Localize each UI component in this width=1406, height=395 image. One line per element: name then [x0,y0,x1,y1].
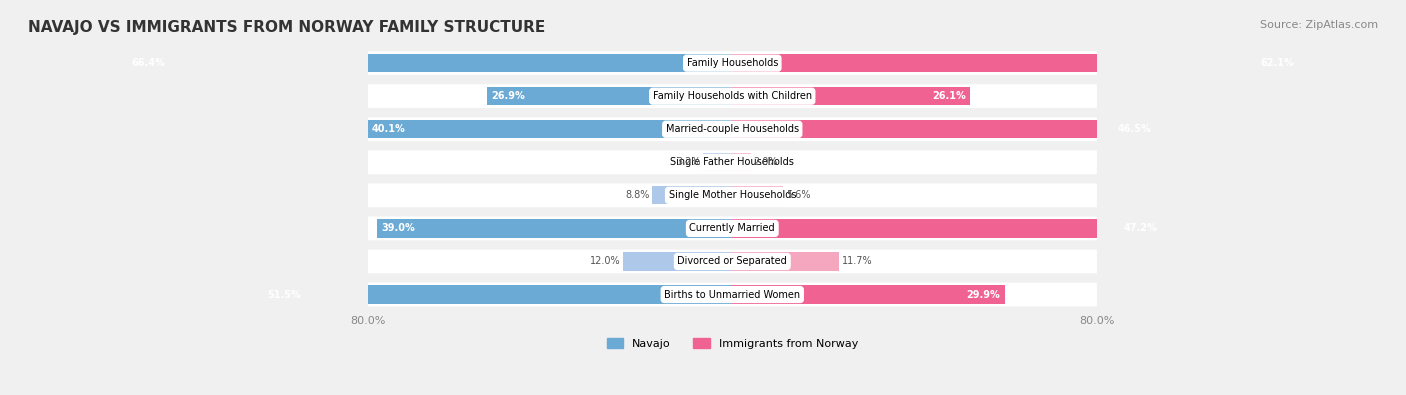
Bar [733,219,1163,237]
Text: 62.1%: 62.1% [1260,58,1294,68]
Bar [486,87,733,105]
Bar [652,186,733,205]
Bar [623,252,733,271]
Text: 39.0%: 39.0% [381,224,415,233]
FancyBboxPatch shape [368,250,1097,273]
Bar [733,186,783,205]
Text: Married-couple Households: Married-couple Households [665,124,799,134]
Bar [703,153,733,171]
Bar [733,252,839,271]
Text: 12.0%: 12.0% [589,256,620,267]
Bar [733,286,1005,304]
Text: Divorced or Separated: Divorced or Separated [678,256,787,267]
Bar [263,286,733,304]
Text: 51.5%: 51.5% [267,290,301,299]
Bar [377,219,733,237]
FancyBboxPatch shape [368,51,1097,75]
Text: Family Households: Family Households [686,58,778,68]
FancyBboxPatch shape [368,117,1097,141]
Text: 66.4%: 66.4% [132,58,166,68]
FancyBboxPatch shape [368,283,1097,307]
FancyBboxPatch shape [368,216,1097,240]
FancyBboxPatch shape [368,84,1097,108]
Text: 47.2%: 47.2% [1125,224,1159,233]
Text: Single Mother Households: Single Mother Households [668,190,796,200]
Text: 29.9%: 29.9% [966,290,1000,299]
Text: Source: ZipAtlas.com: Source: ZipAtlas.com [1260,20,1378,30]
Text: 40.1%: 40.1% [371,124,405,134]
Bar [127,54,733,72]
Text: 26.9%: 26.9% [492,91,526,101]
Text: Births to Unmarried Women: Births to Unmarried Women [664,290,800,299]
Text: 2.0%: 2.0% [754,157,778,167]
Bar [733,120,1156,138]
Legend: Navajo, Immigrants from Norway: Navajo, Immigrants from Norway [602,333,862,353]
Bar [367,120,733,138]
Bar [733,54,1298,72]
Text: 8.8%: 8.8% [626,190,650,200]
FancyBboxPatch shape [368,183,1097,207]
Bar [733,87,970,105]
Text: 3.2%: 3.2% [676,157,700,167]
Text: Currently Married: Currently Married [689,224,775,233]
FancyBboxPatch shape [368,150,1097,174]
Text: Family Households with Children: Family Households with Children [652,91,811,101]
Text: 26.1%: 26.1% [932,91,966,101]
Text: NAVAJO VS IMMIGRANTS FROM NORWAY FAMILY STRUCTURE: NAVAJO VS IMMIGRANTS FROM NORWAY FAMILY … [28,20,546,35]
Text: 11.7%: 11.7% [842,256,872,267]
Text: Single Father Households: Single Father Households [671,157,794,167]
Text: 5.6%: 5.6% [786,190,810,200]
Bar [733,153,751,171]
Text: 46.5%: 46.5% [1118,124,1152,134]
